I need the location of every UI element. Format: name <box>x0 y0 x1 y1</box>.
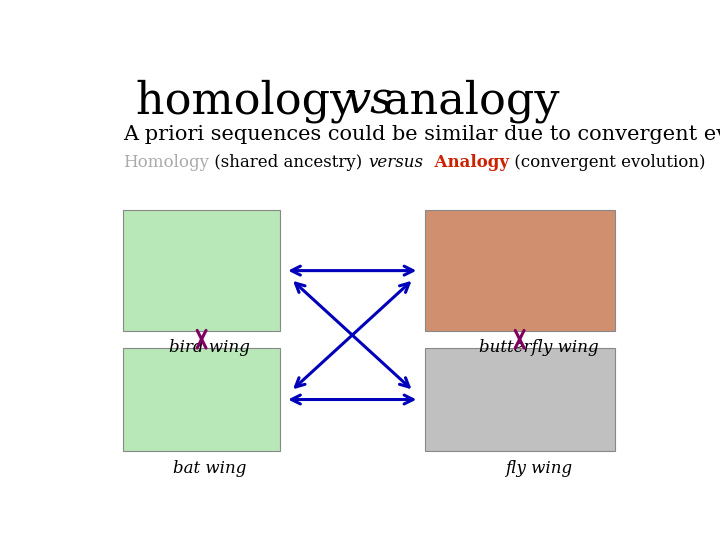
Text: Analogy: Analogy <box>423 154 509 171</box>
Text: analogy: analogy <box>369 79 559 123</box>
Text: versus: versus <box>368 154 423 171</box>
Text: vs: vs <box>345 79 393 123</box>
Text: (shared ancestry): (shared ancestry) <box>210 154 368 171</box>
FancyBboxPatch shape <box>124 211 280 331</box>
Text: (convergent evolution): (convergent evolution) <box>509 154 706 171</box>
FancyBboxPatch shape <box>425 348 615 451</box>
FancyBboxPatch shape <box>124 348 280 451</box>
Text: bird wing: bird wing <box>169 339 250 356</box>
Text: fly wing: fly wing <box>505 460 572 477</box>
Text: A priori sequences could be similar due to convergent evolution: A priori sequences could be similar due … <box>124 125 720 144</box>
Text: Homology: Homology <box>124 154 210 171</box>
FancyBboxPatch shape <box>425 211 615 331</box>
Text: butterfly wing: butterfly wing <box>479 339 598 356</box>
Text: homology: homology <box>135 79 369 123</box>
Text: bat wing: bat wing <box>173 460 246 477</box>
